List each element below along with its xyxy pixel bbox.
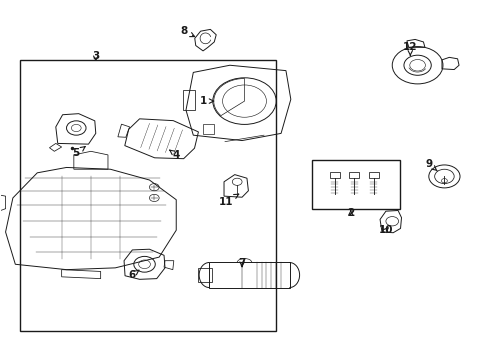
Text: 10: 10: [378, 225, 392, 235]
Bar: [182, 90, 194, 110]
Text: 11: 11: [218, 194, 238, 207]
Text: 6: 6: [128, 270, 139, 280]
Text: 2: 2: [346, 208, 354, 218]
Text: 4: 4: [169, 150, 180, 160]
Bar: [209, 262, 289, 288]
Bar: [348, 172, 358, 178]
Bar: [311, 160, 399, 209]
Text: 5: 5: [73, 147, 85, 158]
Bar: [329, 172, 339, 178]
Text: 9: 9: [425, 159, 436, 171]
Bar: [198, 268, 211, 282]
Text: 8: 8: [180, 26, 194, 37]
Bar: [20, 60, 276, 330]
Text: 12: 12: [402, 42, 417, 55]
Text: 3: 3: [92, 51, 99, 61]
Bar: [203, 124, 213, 134]
Bar: [368, 172, 378, 178]
Text: 1: 1: [199, 96, 213, 106]
Text: 7: 7: [238, 258, 245, 268]
